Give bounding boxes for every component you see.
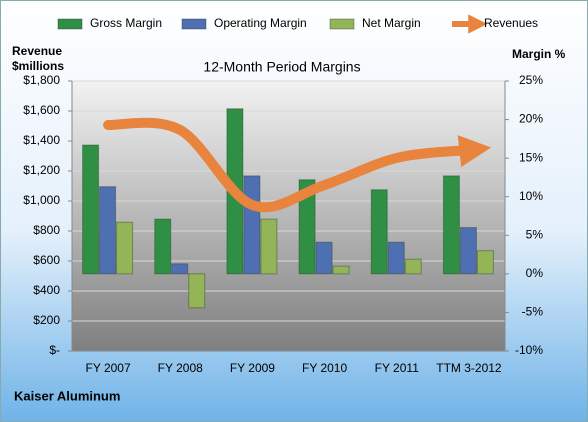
y-tick-label: $800 xyxy=(33,223,60,237)
y-tick-label: $1,800 xyxy=(23,73,60,87)
legend-label: Gross Margin xyxy=(90,16,162,30)
x-tick-label: TTM 3-2012 xyxy=(436,361,502,375)
legend-label: Revenues xyxy=(484,16,538,30)
x-tick-label: FY 2008 xyxy=(158,361,203,375)
bar xyxy=(171,263,189,275)
y2-tick-label: 10% xyxy=(519,189,543,203)
x-tick-label: FY 2009 xyxy=(230,361,275,375)
y2-tick-label: 5% xyxy=(526,227,544,241)
bar xyxy=(188,273,206,309)
line xyxy=(103,117,492,213)
bar xyxy=(315,241,333,275)
y-tick-label: $1,400 xyxy=(23,133,60,147)
y2-tick-label: -10% xyxy=(515,343,543,357)
bar xyxy=(99,186,117,275)
legend-swatch xyxy=(181,18,207,30)
legend-label: Operating Margin xyxy=(214,16,307,30)
x-tick-label: FY 2010 xyxy=(302,361,347,375)
bar xyxy=(260,218,278,275)
bar xyxy=(442,175,460,275)
legend-label: Net Margin xyxy=(362,16,421,30)
bar xyxy=(370,189,388,275)
bar xyxy=(404,258,422,275)
bar xyxy=(82,144,100,275)
y2-tick-label: 20% xyxy=(519,112,543,126)
footer: Kaiser Aluminum xyxy=(14,388,120,403)
bar xyxy=(332,265,350,275)
y2-tick-label: 0% xyxy=(526,266,544,280)
y-tick-label: $600 xyxy=(33,253,60,267)
chart-title: 12-Month Period Margins xyxy=(203,59,360,75)
legend-swatch xyxy=(329,18,355,30)
bar xyxy=(116,221,134,275)
bar xyxy=(243,175,261,275)
y-tick-label: $1,600 xyxy=(23,103,60,117)
legend-swatch xyxy=(57,18,83,30)
bar xyxy=(387,241,405,275)
y-tick-label: $1,000 xyxy=(23,193,60,207)
bar xyxy=(459,227,477,275)
y2-tick-label: 15% xyxy=(519,150,543,164)
bar xyxy=(298,179,316,275)
x-tick-label: FY 2011 xyxy=(375,361,420,375)
y-tick-label: $400 xyxy=(33,283,60,297)
y2-tick-label: 25% xyxy=(519,73,543,87)
y2-axis-label: Margin % xyxy=(512,47,566,61)
y2-tick-label: -5% xyxy=(522,305,544,319)
y-tick-label: $- xyxy=(49,343,60,357)
bar xyxy=(476,250,494,275)
bar xyxy=(154,218,172,275)
x-tick-label: FY 2007 xyxy=(86,361,131,375)
y-tick-label: $1,200 xyxy=(23,163,60,177)
y-axis-label: Revenue $millions xyxy=(12,44,65,73)
y-tick-label: $200 xyxy=(33,313,60,327)
